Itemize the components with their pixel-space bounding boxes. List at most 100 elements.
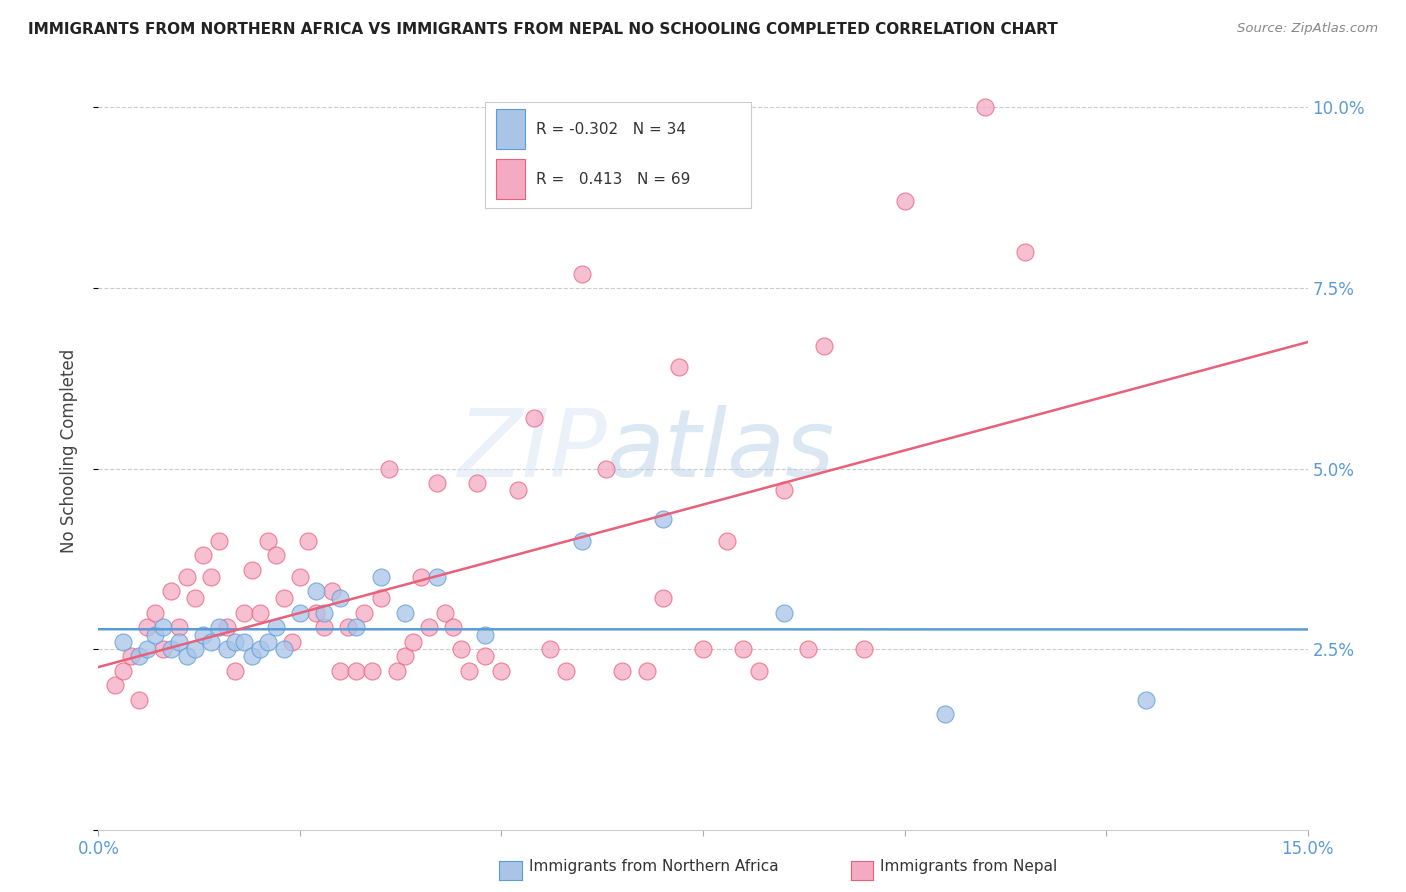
Point (636, 664, 658, 678)
Point (523, 411, 546, 425)
Point (288, 570, 311, 584)
Point (1014, 244, 1036, 259)
Point (491, 664, 513, 678)
Point (612, 664, 634, 678)
Point (394, 649, 416, 664)
Point (692, 642, 714, 657)
Point (200, 570, 222, 584)
Point (385, 664, 408, 678)
Point (176, 570, 198, 584)
Point (344, 620, 367, 634)
Point (264, 620, 287, 634)
Point (426, 475, 449, 490)
Point (733, 642, 755, 657)
Point (465, 475, 488, 490)
Point (1135, 692, 1157, 706)
Point (434, 606, 457, 620)
Point (370, 591, 392, 606)
Point (232, 606, 254, 620)
Point (224, 664, 246, 678)
Point (264, 548, 287, 562)
Point (143, 606, 166, 620)
Point (120, 649, 142, 664)
Point (377, 461, 399, 475)
Point (418, 620, 440, 634)
Point (772, 483, 794, 498)
Point (152, 620, 174, 634)
Point (474, 649, 496, 664)
Point (273, 591, 295, 606)
Point (458, 664, 481, 678)
Text: ZIP: ZIP (457, 405, 606, 496)
Point (668, 360, 690, 375)
Point (329, 664, 352, 678)
Point (184, 642, 207, 657)
Point (305, 584, 328, 599)
Point (337, 620, 360, 634)
Point (232, 635, 254, 649)
Point (184, 591, 207, 606)
Point (595, 461, 617, 475)
Text: atlas: atlas (606, 405, 835, 496)
Point (208, 620, 231, 634)
Point (344, 664, 367, 678)
Point (167, 635, 190, 649)
Point (314, 606, 336, 620)
Point (934, 706, 956, 721)
Point (314, 620, 336, 634)
Point (249, 642, 271, 657)
Point (974, 100, 997, 114)
Point (409, 570, 432, 584)
Point (288, 606, 311, 620)
Point (217, 642, 239, 657)
Point (441, 620, 464, 634)
Point (853, 642, 876, 657)
Text: Immigrants from Nepal: Immigrants from Nepal (880, 859, 1057, 873)
Point (651, 512, 673, 526)
Point (321, 584, 343, 599)
Point (128, 649, 150, 664)
Point (111, 664, 134, 678)
Point (813, 339, 835, 353)
Point (193, 548, 215, 562)
Point (256, 635, 278, 649)
Point (193, 627, 215, 641)
Point (797, 642, 820, 657)
Point (716, 533, 738, 548)
Point (249, 606, 271, 620)
Point (103, 678, 125, 692)
Point (893, 194, 915, 209)
Point (135, 642, 157, 657)
Text: Immigrants from Northern Africa: Immigrants from Northern Africa (529, 859, 779, 873)
Point (305, 606, 328, 620)
Point (426, 570, 449, 584)
Point (135, 620, 157, 634)
Point (217, 620, 239, 634)
Point (297, 533, 319, 548)
Point (506, 483, 529, 498)
Point (474, 627, 496, 641)
Point (128, 692, 150, 706)
Point (143, 627, 166, 641)
Point (224, 635, 246, 649)
Point (200, 635, 222, 649)
Y-axis label: No Schooling Completed: No Schooling Completed (59, 349, 77, 552)
Text: IMMIGRANTS FROM NORTHERN AFRICA VS IMMIGRANTS FROM NEPAL NO SCHOOLING COMPLETED : IMMIGRANTS FROM NORTHERN AFRICA VS IMMIG… (28, 22, 1057, 37)
Point (240, 563, 263, 577)
Point (361, 664, 384, 678)
Point (256, 533, 278, 548)
Point (152, 642, 174, 657)
Point (167, 620, 190, 634)
Point (394, 606, 416, 620)
Point (538, 642, 561, 657)
Point (160, 642, 183, 657)
Point (571, 267, 593, 281)
Point (402, 635, 425, 649)
Point (281, 635, 304, 649)
Point (273, 642, 295, 657)
Point (748, 664, 770, 678)
Point (555, 664, 578, 678)
Point (450, 642, 472, 657)
Point (370, 570, 392, 584)
Point (329, 591, 352, 606)
